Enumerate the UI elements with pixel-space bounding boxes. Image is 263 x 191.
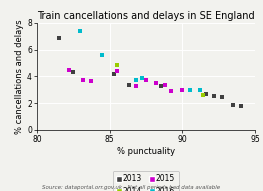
Point [239, 105, 243, 108]
Point [201, 94, 205, 97]
Point [231, 104, 235, 107]
Point [67, 69, 71, 72]
Point [100, 53, 104, 57]
Point [180, 88, 184, 91]
Point [139, 77, 144, 80]
Point [78, 29, 83, 32]
X-axis label: % punctuality: % punctuality [117, 146, 175, 155]
Point [115, 63, 119, 66]
Point [169, 90, 173, 93]
Point [144, 79, 148, 82]
Text: Source: dataportal.orr.gov.uk - Not all periods had data available: Source: dataportal.orr.gov.uk - Not all … [42, 185, 221, 190]
Point [188, 89, 192, 92]
Point [89, 79, 93, 83]
Legend: 2013, 2014, 2015, 2016: 2013, 2014, 2015, 2016 [113, 171, 179, 191]
Point [188, 88, 192, 91]
Point [163, 83, 167, 87]
Title: Train cancellations and delays in SE England: Train cancellations and delays in SE Eng… [37, 11, 255, 21]
Y-axis label: % cancellations and delays: % cancellations and delays [15, 19, 24, 134]
Point [158, 84, 163, 87]
Point [154, 82, 158, 85]
Point [198, 89, 202, 92]
Point [220, 96, 224, 99]
Point [81, 79, 85, 82]
Point [71, 71, 75, 74]
Point [204, 93, 208, 96]
Point [127, 83, 131, 87]
Point [212, 95, 216, 98]
Point [112, 72, 116, 75]
Point [134, 84, 138, 87]
Point [115, 70, 119, 73]
Point [134, 78, 138, 81]
Point [57, 36, 61, 39]
